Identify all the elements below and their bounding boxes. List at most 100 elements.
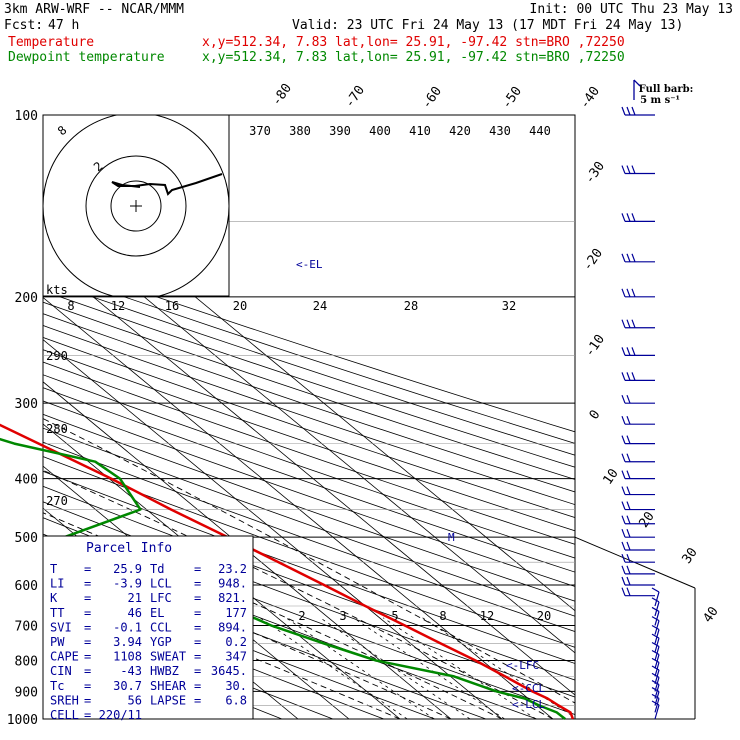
wind-barb-icon (621, 553, 655, 563)
isotherm-label: -80 (269, 81, 295, 109)
isotherm-label: 30 (679, 545, 700, 566)
wind-barb-icon (621, 486, 655, 496)
parcel-param-name: Td (150, 562, 164, 576)
dry-adiabat (43, 485, 575, 681)
mixing-ratio-line (259, 617, 408, 719)
parcel-param-eq: = (84, 591, 91, 605)
wind-barb-icon (621, 541, 655, 551)
dewpoint-legend: Dewpoint temperature (8, 50, 165, 65)
parcel-param-name: SWEAT (150, 650, 186, 664)
pressure-tick-label: 1000 (7, 713, 38, 728)
theta-label: 430 (489, 124, 511, 138)
theta-labels: 370 380 390 400 410 420 430 440 290 280 270 (46, 124, 551, 508)
hodograph-speed-ticks: 8 12 16 20 24 28 32 (67, 299, 516, 313)
barb-key-title: Full barb: (639, 84, 694, 95)
temperature-location: x,y=512.34, 7.83 lat,lon= 25.91, -97.42 … (202, 35, 625, 50)
hodograph-speed-tick: 28 (404, 299, 418, 313)
mixing-ratio-label: 12 (480, 609, 494, 623)
dry-adiabat (43, 603, 335, 719)
init-time: Init: 00 UTC Thu 23 May 13 (530, 2, 734, 17)
model-title: 3km ARW-WRF -- NCAR/MMM (4, 2, 184, 17)
parcel-param-name: LCL (150, 577, 172, 591)
parcel-param-eq: = (84, 679, 91, 693)
isotherm (43, 423, 401, 719)
dry-adiabat (43, 349, 575, 532)
mixing-ratio-label: 2 (298, 609, 305, 623)
parcel-param-name: LAPSE (150, 693, 186, 707)
isotherm-label: -70 (342, 83, 368, 111)
isotherm-label: -10 (582, 332, 608, 360)
dry-adiabat (43, 325, 575, 506)
hodograph-trace (111, 173, 223, 196)
ccl-marker: <-CCL (512, 682, 545, 695)
parcel-param-name: CIN (50, 664, 72, 678)
wind-barb-icon (621, 565, 655, 575)
parcel-param-value: 948. (218, 577, 247, 591)
theta-label: 390 (329, 124, 351, 138)
parcel-param-eq: = (194, 664, 201, 678)
hodograph-speed-tick: 32 (502, 299, 516, 313)
theta-label: 440 (529, 124, 551, 138)
dry-adiabat (43, 301, 575, 480)
wind-barb-icon (621, 213, 655, 222)
parcel-param-eq: = (84, 708, 91, 722)
pressure-tick-label: 700 (15, 619, 38, 634)
parcel-param-value: 347 (225, 650, 247, 664)
wind-barb-icon (621, 528, 655, 538)
dry-adiabat (43, 427, 575, 617)
lfc-marker: <-LFC (506, 659, 539, 672)
wind-barb-icon (651, 606, 660, 626)
wind-barb-icon (621, 415, 655, 425)
dewpoint-location: x,y=512.34, 7.83 lat,lon= 25.91, -97.42 … (202, 50, 625, 65)
theta-label: 290 (46, 349, 68, 363)
pressure-tick-label: 200 (15, 291, 38, 306)
isotherm (43, 254, 575, 696)
parcel-param-eq: = (194, 650, 201, 664)
wind-barb-icon (621, 453, 655, 463)
wind-barb-icon (621, 253, 655, 263)
isotherm-label: 0 (587, 407, 604, 422)
parcel-param-value: -3.9 (113, 577, 142, 591)
wind-barbs (621, 106, 660, 720)
dewpoint-line (0, 437, 566, 720)
isotherm (43, 296, 554, 719)
parcel-param-name: CCL (150, 620, 172, 634)
hodograph-speed-tick: 20 (233, 299, 247, 313)
mixing-ratio-lines (259, 617, 575, 719)
parcel-param-value: 894. (218, 620, 247, 634)
wind-barb-icon (621, 435, 655, 445)
isotherm (43, 381, 452, 719)
isotherm-label: 20 (636, 509, 657, 530)
parcel-param-value: 46 (128, 606, 142, 620)
mixing-ratio-label: 3 (339, 609, 346, 623)
mixing-ratio-label: 8 (439, 609, 446, 623)
valid-time: Valid: 23 UTC Fri 24 May 13 (17 MDT Fri … (292, 18, 683, 33)
parcel-param-eq: = (194, 562, 201, 576)
dry-adiabat (43, 470, 575, 664)
hodograph-center-icon (130, 200, 142, 212)
mixing-ratio-line (422, 617, 575, 719)
temperature-legend: Temperature (8, 35, 94, 50)
hodograph-speed-tick: 16 (165, 299, 179, 313)
wind-barb-icon (621, 288, 655, 298)
isotherm (43, 339, 503, 719)
fcst-label: Fcst: (4, 18, 43, 33)
dry-adiabat (43, 456, 575, 648)
m-marker: M (448, 531, 455, 544)
wind-barb-icon (651, 616, 660, 635)
isotherm-label: 40 (700, 604, 721, 625)
hodograph-speed-tick: 24 (313, 299, 327, 313)
parcel-param-value: 0.2 (225, 635, 247, 649)
parcel-param-eq: = (84, 664, 91, 678)
parcel-param-value: 21 (128, 591, 142, 605)
wind-barb-icon (621, 394, 655, 404)
pressure-tick-label: 100 (15, 109, 38, 124)
parcel-param-value: 23.2 (218, 562, 247, 576)
parcel-param-eq: = (194, 606, 201, 620)
parcel-param-eq: = (194, 693, 201, 707)
barb-key-icon (633, 79, 641, 100)
isotherm-label: -20 (580, 246, 606, 274)
parcel-param-eq: = (194, 679, 201, 693)
parcel-param-name: SHEAR (150, 679, 187, 693)
pressure-tick-label: 800 (15, 654, 38, 669)
